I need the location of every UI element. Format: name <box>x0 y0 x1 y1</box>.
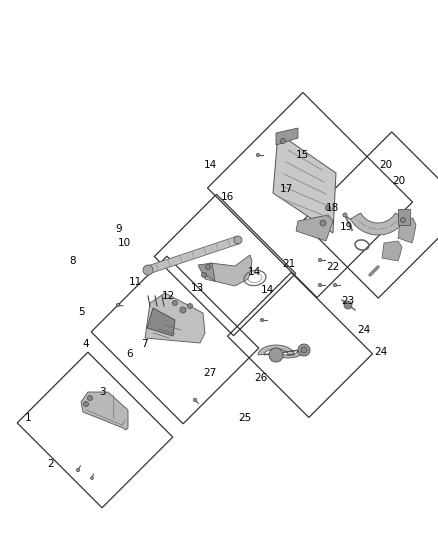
Text: 14: 14 <box>247 267 261 277</box>
Text: 12: 12 <box>162 291 175 301</box>
Polygon shape <box>145 293 205 343</box>
Circle shape <box>143 265 153 275</box>
Circle shape <box>88 395 92 400</box>
Text: 17: 17 <box>280 184 293 194</box>
Polygon shape <box>382 241 402 261</box>
Polygon shape <box>147 308 175 336</box>
Circle shape <box>187 303 192 309</box>
Circle shape <box>344 301 352 309</box>
Text: 1: 1 <box>25 414 32 423</box>
Text: 23: 23 <box>342 296 355 306</box>
Polygon shape <box>258 345 304 358</box>
Circle shape <box>173 301 177 305</box>
Polygon shape <box>276 128 298 145</box>
Text: 10: 10 <box>118 238 131 247</box>
Text: 16: 16 <box>221 192 234 202</box>
Polygon shape <box>296 215 333 241</box>
Text: 14: 14 <box>261 286 274 295</box>
Text: 2: 2 <box>47 459 54 469</box>
Text: 20: 20 <box>379 160 392 170</box>
Text: 4: 4 <box>82 339 89 349</box>
Text: 8: 8 <box>69 256 76 266</box>
Circle shape <box>325 206 331 211</box>
Circle shape <box>301 347 307 353</box>
Text: 21: 21 <box>283 259 296 269</box>
Text: 15: 15 <box>296 150 309 159</box>
Text: 14: 14 <box>204 160 217 170</box>
Text: 19: 19 <box>339 222 353 231</box>
Circle shape <box>269 348 283 362</box>
Text: 7: 7 <box>141 339 148 349</box>
Text: 24: 24 <box>357 326 370 335</box>
Circle shape <box>205 264 211 270</box>
Polygon shape <box>205 255 252 286</box>
Text: 11: 11 <box>129 278 142 287</box>
Polygon shape <box>81 392 128 430</box>
Polygon shape <box>398 218 416 243</box>
Circle shape <box>234 236 242 244</box>
Bar <box>398 209 410 225</box>
Text: 20: 20 <box>392 176 405 186</box>
Circle shape <box>84 401 88 407</box>
Circle shape <box>180 307 186 313</box>
Text: 9: 9 <box>115 224 122 234</box>
Text: 25: 25 <box>239 414 252 423</box>
Text: 27: 27 <box>204 368 217 378</box>
Circle shape <box>400 217 406 222</box>
Polygon shape <box>273 133 336 233</box>
Polygon shape <box>350 213 406 235</box>
Circle shape <box>320 220 326 226</box>
Text: 18: 18 <box>326 203 339 213</box>
Text: 22: 22 <box>326 262 339 271</box>
Circle shape <box>201 272 206 278</box>
Text: 6: 6 <box>126 350 133 359</box>
Circle shape <box>280 139 286 143</box>
Text: 13: 13 <box>191 283 204 293</box>
Polygon shape <box>147 236 239 274</box>
Circle shape <box>298 344 310 356</box>
Text: 5: 5 <box>78 307 85 317</box>
Text: 3: 3 <box>99 387 106 397</box>
Polygon shape <box>198 263 215 281</box>
Text: 24: 24 <box>374 347 388 357</box>
Text: 26: 26 <box>254 374 267 383</box>
